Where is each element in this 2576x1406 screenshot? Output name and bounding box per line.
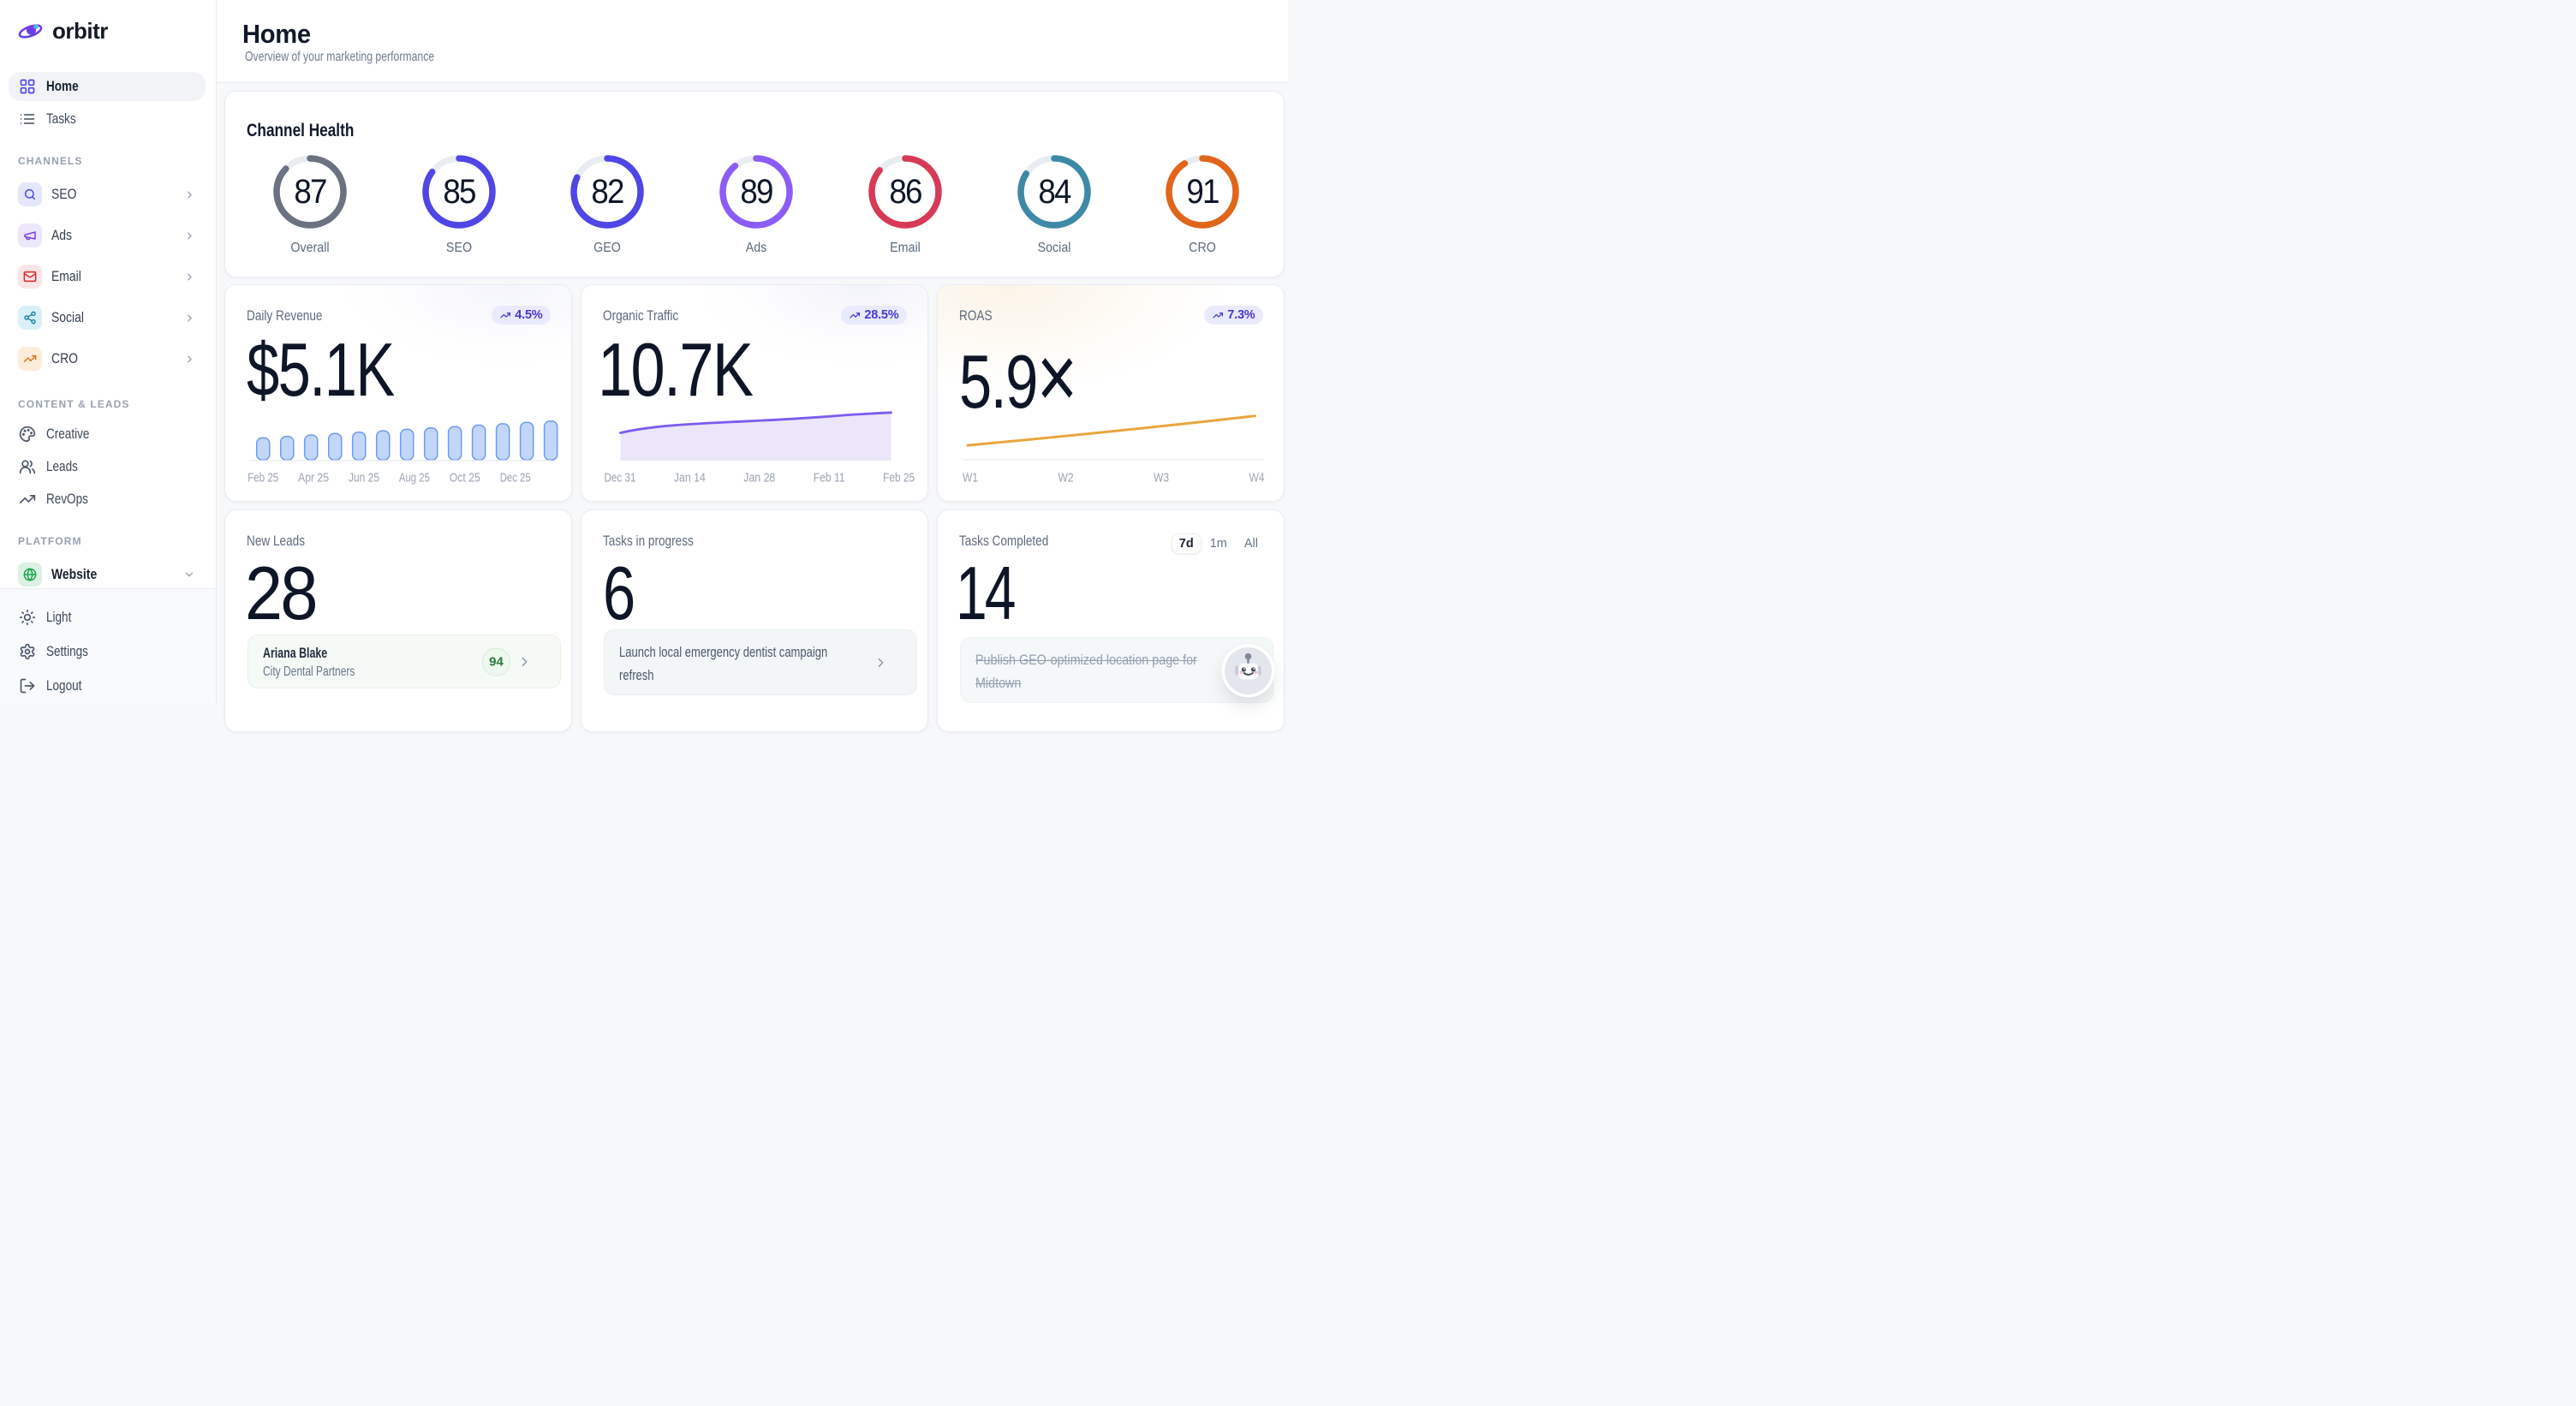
svg-text:Dec 25: Dec 25 [500, 471, 531, 486]
svg-text:Jun 25: Jun 25 [349, 471, 379, 486]
svg-text:Feb 25: Feb 25 [247, 471, 278, 486]
svg-text:W1: W1 [963, 471, 978, 486]
svg-text:Aug 25: Aug 25 [399, 471, 430, 486]
svg-text:Jan 28: Jan 28 [743, 471, 775, 486]
svg-text:W2: W2 [1058, 471, 1074, 486]
svg-text:Apr 25: Apr 25 [298, 471, 329, 486]
svg-text:Jan 14: Jan 14 [674, 471, 706, 486]
svg-text:W4: W4 [1249, 471, 1265, 486]
svg-text:Feb 25: Feb 25 [883, 471, 915, 486]
svg-text:Feb 11: Feb 11 [814, 471, 845, 486]
svg-text:W3: W3 [1154, 471, 1169, 486]
svg-text:Dec 31: Dec 31 [605, 471, 636, 486]
svg-text:Oct 25: Oct 25 [450, 471, 480, 486]
